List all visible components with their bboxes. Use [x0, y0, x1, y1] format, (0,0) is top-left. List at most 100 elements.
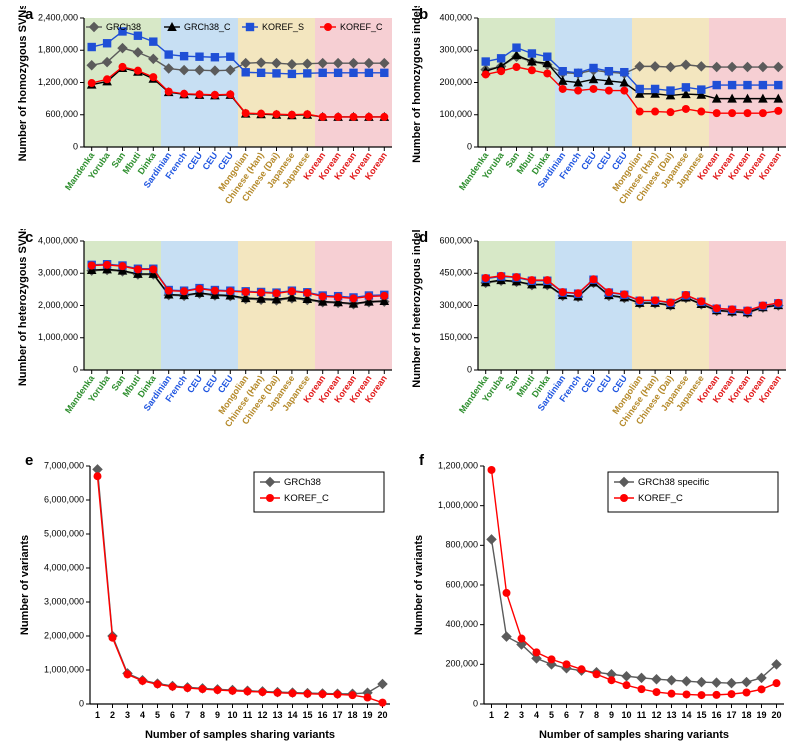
svg-text:18: 18	[347, 710, 357, 720]
svg-text:GRCh38: GRCh38	[106, 22, 141, 32]
svg-text:1,800,000: 1,800,000	[38, 45, 78, 55]
svg-text:2,000,000: 2,000,000	[44, 630, 84, 640]
svg-text:CEU: CEU	[185, 373, 204, 394]
svg-text:20: 20	[771, 710, 781, 720]
svg-text:19: 19	[756, 710, 766, 720]
svg-text:KOREF_S: KOREF_S	[262, 22, 304, 32]
svg-text:1,000,000: 1,000,000	[38, 332, 78, 342]
panel-d: d 0150,000300,000450,000600,000Number of…	[404, 229, 788, 452]
svg-text:20: 20	[377, 710, 387, 720]
svg-text:14: 14	[681, 710, 691, 720]
svg-text:600,000: 600,000	[439, 235, 472, 245]
panel-b: b 0 100,000 200,000 300,000 400,000 Number of…	[404, 6, 788, 229]
svg-text:1,200,000: 1,200,000	[438, 460, 478, 470]
svg-text:7,000,000: 7,000,000	[44, 460, 84, 470]
svg-text:1,200,000: 1,200,000	[38, 77, 78, 87]
svg-text:19: 19	[362, 710, 372, 720]
svg-text:Number of homozygous SVNs: Number of homozygous SVNs	[17, 6, 29, 161]
svg-text:0: 0	[79, 698, 84, 708]
panel-f: f 0 200,000 400,000 600,000 800,000 1,000,000…	[404, 452, 788, 750]
panel-label-b: b	[419, 6, 428, 23]
svg-text:CEU: CEU	[185, 150, 204, 171]
svg-text:2: 2	[110, 710, 115, 720]
svg-text:1,000,000: 1,000,000	[438, 500, 478, 510]
svg-text:2: 2	[504, 710, 509, 720]
svg-text:200,000: 200,000	[445, 659, 478, 669]
panel-label-f: f	[419, 452, 424, 469]
svg-text:0: 0	[467, 141, 472, 151]
panel-a: a 0 600,000 1,200,000 1,800,000 2,400,000 Num…	[10, 6, 404, 229]
svg-text:200,000: 200,000	[439, 77, 472, 87]
svg-text:0: 0	[73, 141, 78, 151]
svg-text:4,000,000: 4,000,000	[44, 562, 84, 572]
svg-text:Number of variants: Number of variants	[413, 535, 425, 635]
svg-text:4: 4	[140, 710, 145, 720]
svg-text:KOREF_C: KOREF_C	[284, 493, 329, 504]
svg-text:100,000: 100,000	[439, 109, 472, 119]
svg-text:6: 6	[564, 710, 569, 720]
svg-text:3: 3	[125, 710, 130, 720]
svg-text:5,000,000: 5,000,000	[44, 528, 84, 538]
svg-text:Number of heterozygous indels: Number of heterozygous indels	[411, 229, 423, 388]
svg-text:KOREF_C: KOREF_C	[340, 22, 383, 32]
svg-text:GRCh38 specific: GRCh38 specific	[638, 477, 710, 488]
svg-text:CEU: CEU	[579, 373, 598, 394]
svg-text:800,000: 800,000	[445, 540, 478, 550]
svg-text:16: 16	[317, 710, 327, 720]
svg-text:3: 3	[519, 710, 524, 720]
svg-text:13: 13	[666, 710, 676, 720]
svg-text:8: 8	[594, 710, 599, 720]
svg-text:600,000: 600,000	[45, 109, 78, 119]
svg-text:0: 0	[467, 364, 472, 374]
svg-text:1: 1	[489, 710, 494, 720]
svg-text:17: 17	[332, 710, 342, 720]
svg-text:450,000: 450,000	[439, 268, 472, 278]
svg-text:Number of samples sharing vari: Number of samples sharing variants	[145, 729, 335, 741]
svg-text:CEU: CEU	[594, 373, 613, 394]
svg-text:150,000: 150,000	[439, 332, 472, 342]
svg-text:11: 11	[637, 710, 647, 720]
svg-text:400,000: 400,000	[445, 619, 478, 629]
svg-text:10: 10	[227, 710, 237, 720]
svg-text:6: 6	[170, 710, 175, 720]
svg-text:5: 5	[155, 710, 160, 720]
svg-text:4: 4	[534, 710, 539, 720]
panel-label-c: c	[25, 229, 33, 246]
figure: a 0 600,000 1,200,000 1,800,000 2,400,000 Num…	[0, 0, 788, 756]
svg-text:2,000,000: 2,000,000	[38, 300, 78, 310]
svg-text:Number of homozygous indels: Number of homozygous indels	[411, 6, 423, 163]
svg-text:GRCh38_C: GRCh38_C	[184, 22, 231, 32]
panel-e: e 0 1,000,000 2,000,000 3,000,000 4,000,000 5…	[10, 452, 404, 750]
svg-text:14: 14	[287, 710, 297, 720]
svg-text:3,000,000: 3,000,000	[44, 596, 84, 606]
svg-text:8: 8	[200, 710, 205, 720]
svg-text:1,000,000: 1,000,000	[44, 664, 84, 674]
svg-text:9: 9	[215, 710, 220, 720]
svg-text:18: 18	[741, 710, 751, 720]
svg-text:Number of variants: Number of variants	[19, 535, 31, 635]
svg-text:600,000: 600,000	[445, 579, 478, 589]
svg-text:2,400,000: 2,400,000	[38, 12, 78, 22]
panel-label-a: a	[25, 6, 33, 23]
svg-text:17: 17	[726, 710, 736, 720]
svg-text:GRCh38: GRCh38	[284, 477, 321, 488]
svg-text:CEU: CEU	[200, 150, 219, 171]
svg-text:KOREF_C: KOREF_C	[638, 493, 683, 504]
svg-text:12: 12	[257, 710, 267, 720]
svg-text:300,000: 300,000	[439, 45, 472, 55]
svg-text:Number of heterozygous SVNs: Number of heterozygous SVNs	[17, 229, 29, 386]
svg-text:0: 0	[473, 698, 478, 708]
svg-text:300,000: 300,000	[439, 300, 472, 310]
svg-text:10: 10	[621, 710, 631, 720]
svg-text:0: 0	[73, 364, 78, 374]
svg-text:15: 15	[302, 710, 312, 720]
svg-text:4,000,000: 4,000,000	[38, 235, 78, 245]
svg-text:13: 13	[272, 710, 282, 720]
svg-text:5: 5	[549, 710, 554, 720]
svg-text:400,000: 400,000	[439, 12, 472, 22]
svg-text:CEU: CEU	[594, 150, 613, 171]
panel-label-e: e	[25, 452, 33, 469]
svg-text:CEU: CEU	[579, 150, 598, 171]
svg-text:1: 1	[95, 710, 100, 720]
svg-text:15: 15	[696, 710, 706, 720]
